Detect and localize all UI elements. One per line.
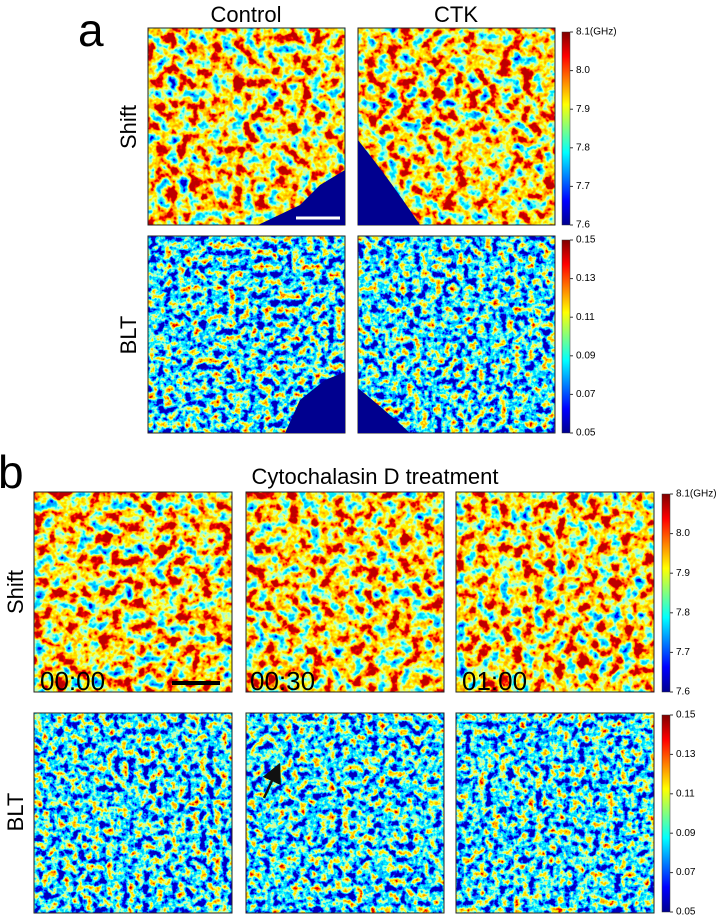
image-frame (147, 27, 346, 226)
empty-region (285, 372, 345, 433)
heatmap (34, 713, 232, 913)
heatmap (456, 713, 654, 913)
empty-region (358, 140, 420, 225)
heatmap (246, 713, 444, 913)
colorbar-label: 8.0 (576, 65, 590, 76)
panel-label: a (78, 4, 104, 56)
colorbar-label: 7.7 (676, 647, 690, 658)
colorbar-label: 7.7 (576, 181, 590, 192)
timestamp: 00:30 (250, 666, 315, 696)
colorbar-label: 7.9 (676, 568, 690, 579)
image-frame (147, 235, 346, 434)
image-frame (357, 27, 556, 226)
overlays: 00:00 00:30 01:00 (40, 216, 527, 799)
colorbar-label: 7.6 (676, 687, 690, 698)
colorbar-label: 7.6 (576, 220, 590, 231)
image-frame (245, 712, 445, 914)
row-label: BLT (116, 316, 141, 355)
image-frame (33, 712, 233, 914)
row-label: Shift (116, 105, 141, 149)
image-frame (33, 491, 233, 693)
colorbar-label: 0.15 (676, 710, 696, 721)
colorbar (661, 493, 671, 693)
colorbar-label: 8.0 (676, 528, 690, 539)
empty-region (258, 170, 345, 225)
timestamp: 00:00 (40, 666, 105, 696)
colorbar-label: 7.8 (576, 142, 590, 153)
timestamp: 01:00 (462, 666, 527, 696)
colorbar-label: 0.13 (676, 749, 696, 760)
panel-title: Cytochalasin D treatment (252, 464, 499, 489)
colorbar (561, 239, 571, 434)
heatmap (148, 28, 345, 225)
image-frame (455, 712, 655, 914)
colorbar-label: 0.07 (676, 867, 696, 878)
colorbar-label: 0.09 (576, 350, 596, 361)
image-frame (455, 491, 655, 693)
colorbar-label: 0.09 (676, 828, 696, 839)
colorbar-label: 0.11 (576, 312, 595, 323)
colorbar (661, 714, 671, 913)
heatmap (34, 492, 232, 692)
colorbar-label: 0.05 (576, 428, 596, 439)
row-label: BLT (3, 793, 28, 832)
colorbar-label: 0.13 (576, 273, 596, 284)
heatmap (456, 492, 654, 692)
image-frame (245, 491, 445, 693)
arrow (262, 762, 281, 799)
colorbar-label: 0.05 (676, 907, 696, 918)
colorbar (561, 31, 571, 226)
colorbar-label: 0.11 (676, 788, 695, 799)
column-title: Control (211, 2, 282, 27)
colorbar-label: 7.9 (576, 104, 590, 115)
colorbar-label: 8.1(GHz) (576, 27, 617, 38)
panel-label: b (0, 446, 24, 498)
empty-region (358, 388, 410, 433)
heatmap (246, 492, 444, 692)
colorbar-label: 8.1(GHz) (676, 489, 717, 500)
images: 8.1(GHz) 8.0 7.9 7.8 7.7 7.6 0.15 0.13 0.11 0.09 0… (33, 27, 717, 918)
row-label: Shift (3, 570, 28, 614)
column-title: CTK (434, 2, 478, 27)
colorbar-label: 0.15 (576, 235, 596, 246)
image-frame (357, 235, 556, 434)
colorbar-label: 0.07 (576, 389, 596, 400)
colorbar-label: 7.8 (676, 607, 690, 618)
heatmap (358, 236, 555, 433)
